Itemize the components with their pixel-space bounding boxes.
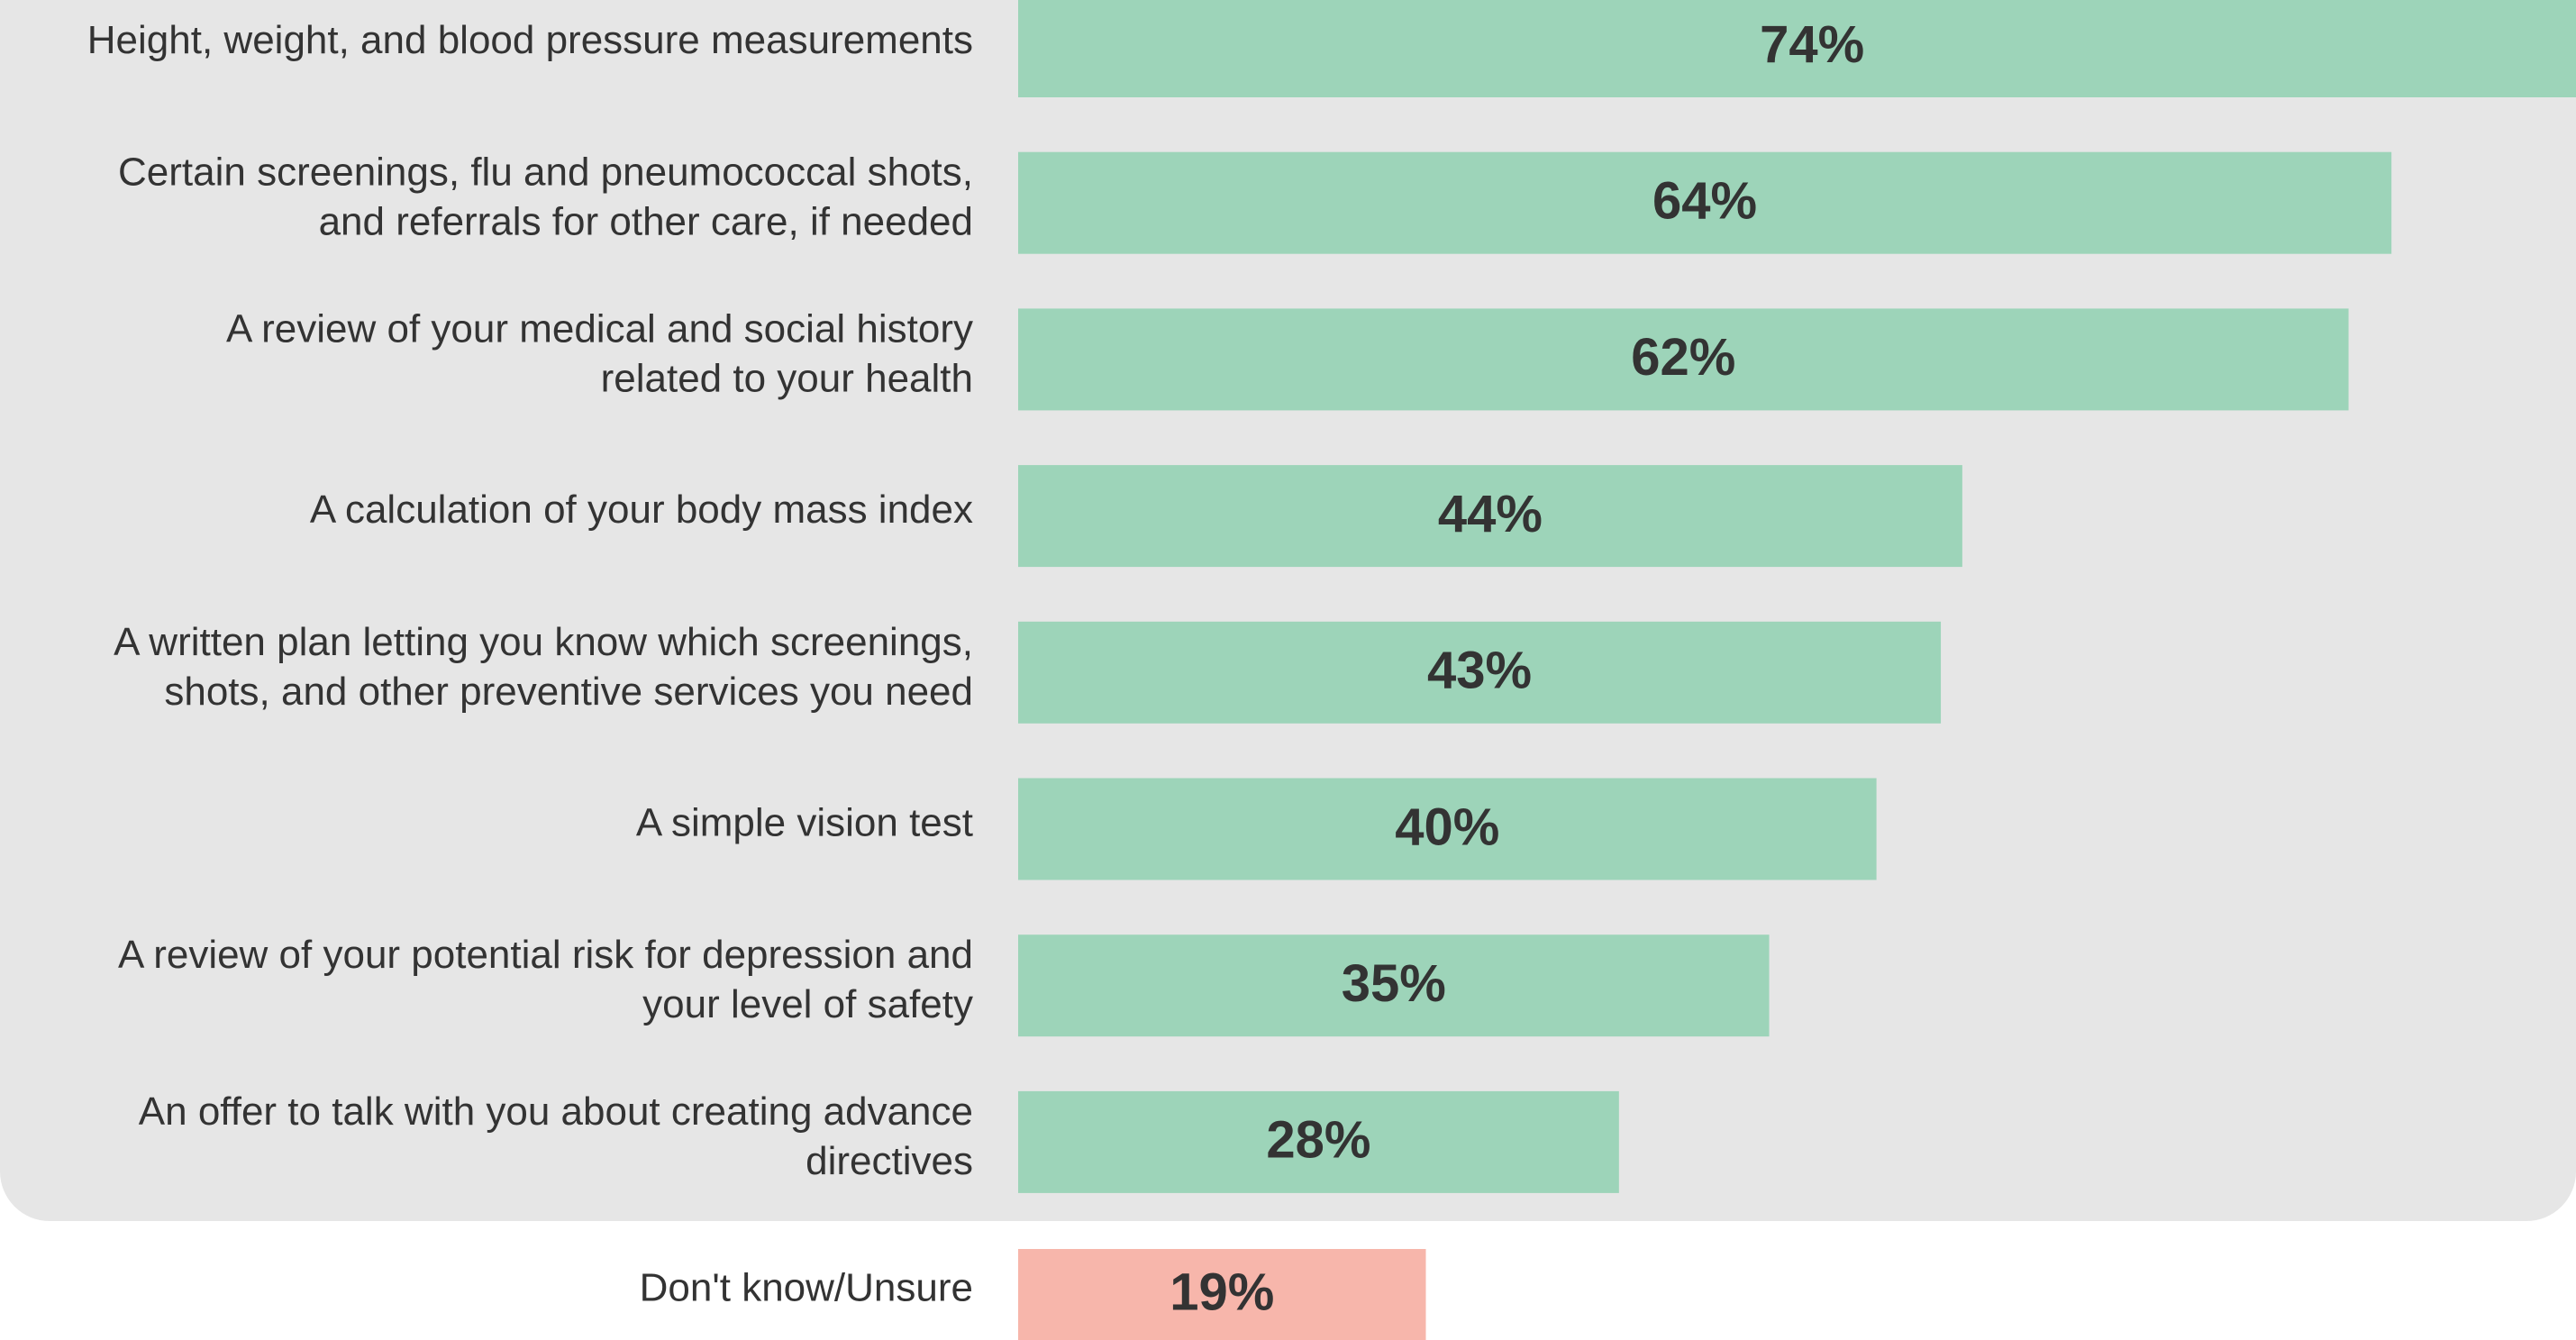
category-label: Don't know/Unsure: [640, 1266, 973, 1310]
value-label: 35%: [1342, 954, 1446, 1013]
bar: [1018, 1090, 1619, 1193]
bar: [1018, 0, 2576, 97]
category-label: Certain screenings, flu and pneumococcal…: [118, 150, 973, 243]
category-label: A calculation of your body mass index: [310, 488, 973, 532]
bar: [1018, 778, 1877, 880]
bar: [1018, 308, 2349, 411]
value-label: 28%: [1266, 1111, 1370, 1170]
category-label: A written plan letting you know which sc…: [114, 619, 973, 713]
bar: [1018, 621, 1942, 724]
bar: [1018, 1249, 1426, 1340]
value-label: 62%: [1631, 328, 1735, 387]
value-label: 40%: [1395, 798, 1499, 856]
category-label: Height, weight, and blood pressure measu…: [87, 18, 973, 62]
value-label: 43%: [1427, 642, 1532, 700]
value-label: 19%: [1170, 1263, 1274, 1321]
bar: [1018, 934, 1770, 1037]
category-label: A review of your potential risk for depr…: [118, 933, 973, 1026]
category-label: A review of your medical and social hist…: [226, 306, 973, 400]
category-label: A simple vision test: [636, 801, 973, 845]
bar: [1018, 465, 1962, 568]
bar: [1018, 151, 2392, 254]
value-label: 64%: [1652, 172, 1757, 231]
value-label: 74%: [1760, 15, 1864, 74]
category-label: An offer to talk with you about creating…: [139, 1089, 973, 1183]
value-label: 44%: [1438, 485, 1543, 543]
panel: [0, 0, 2576, 1221]
